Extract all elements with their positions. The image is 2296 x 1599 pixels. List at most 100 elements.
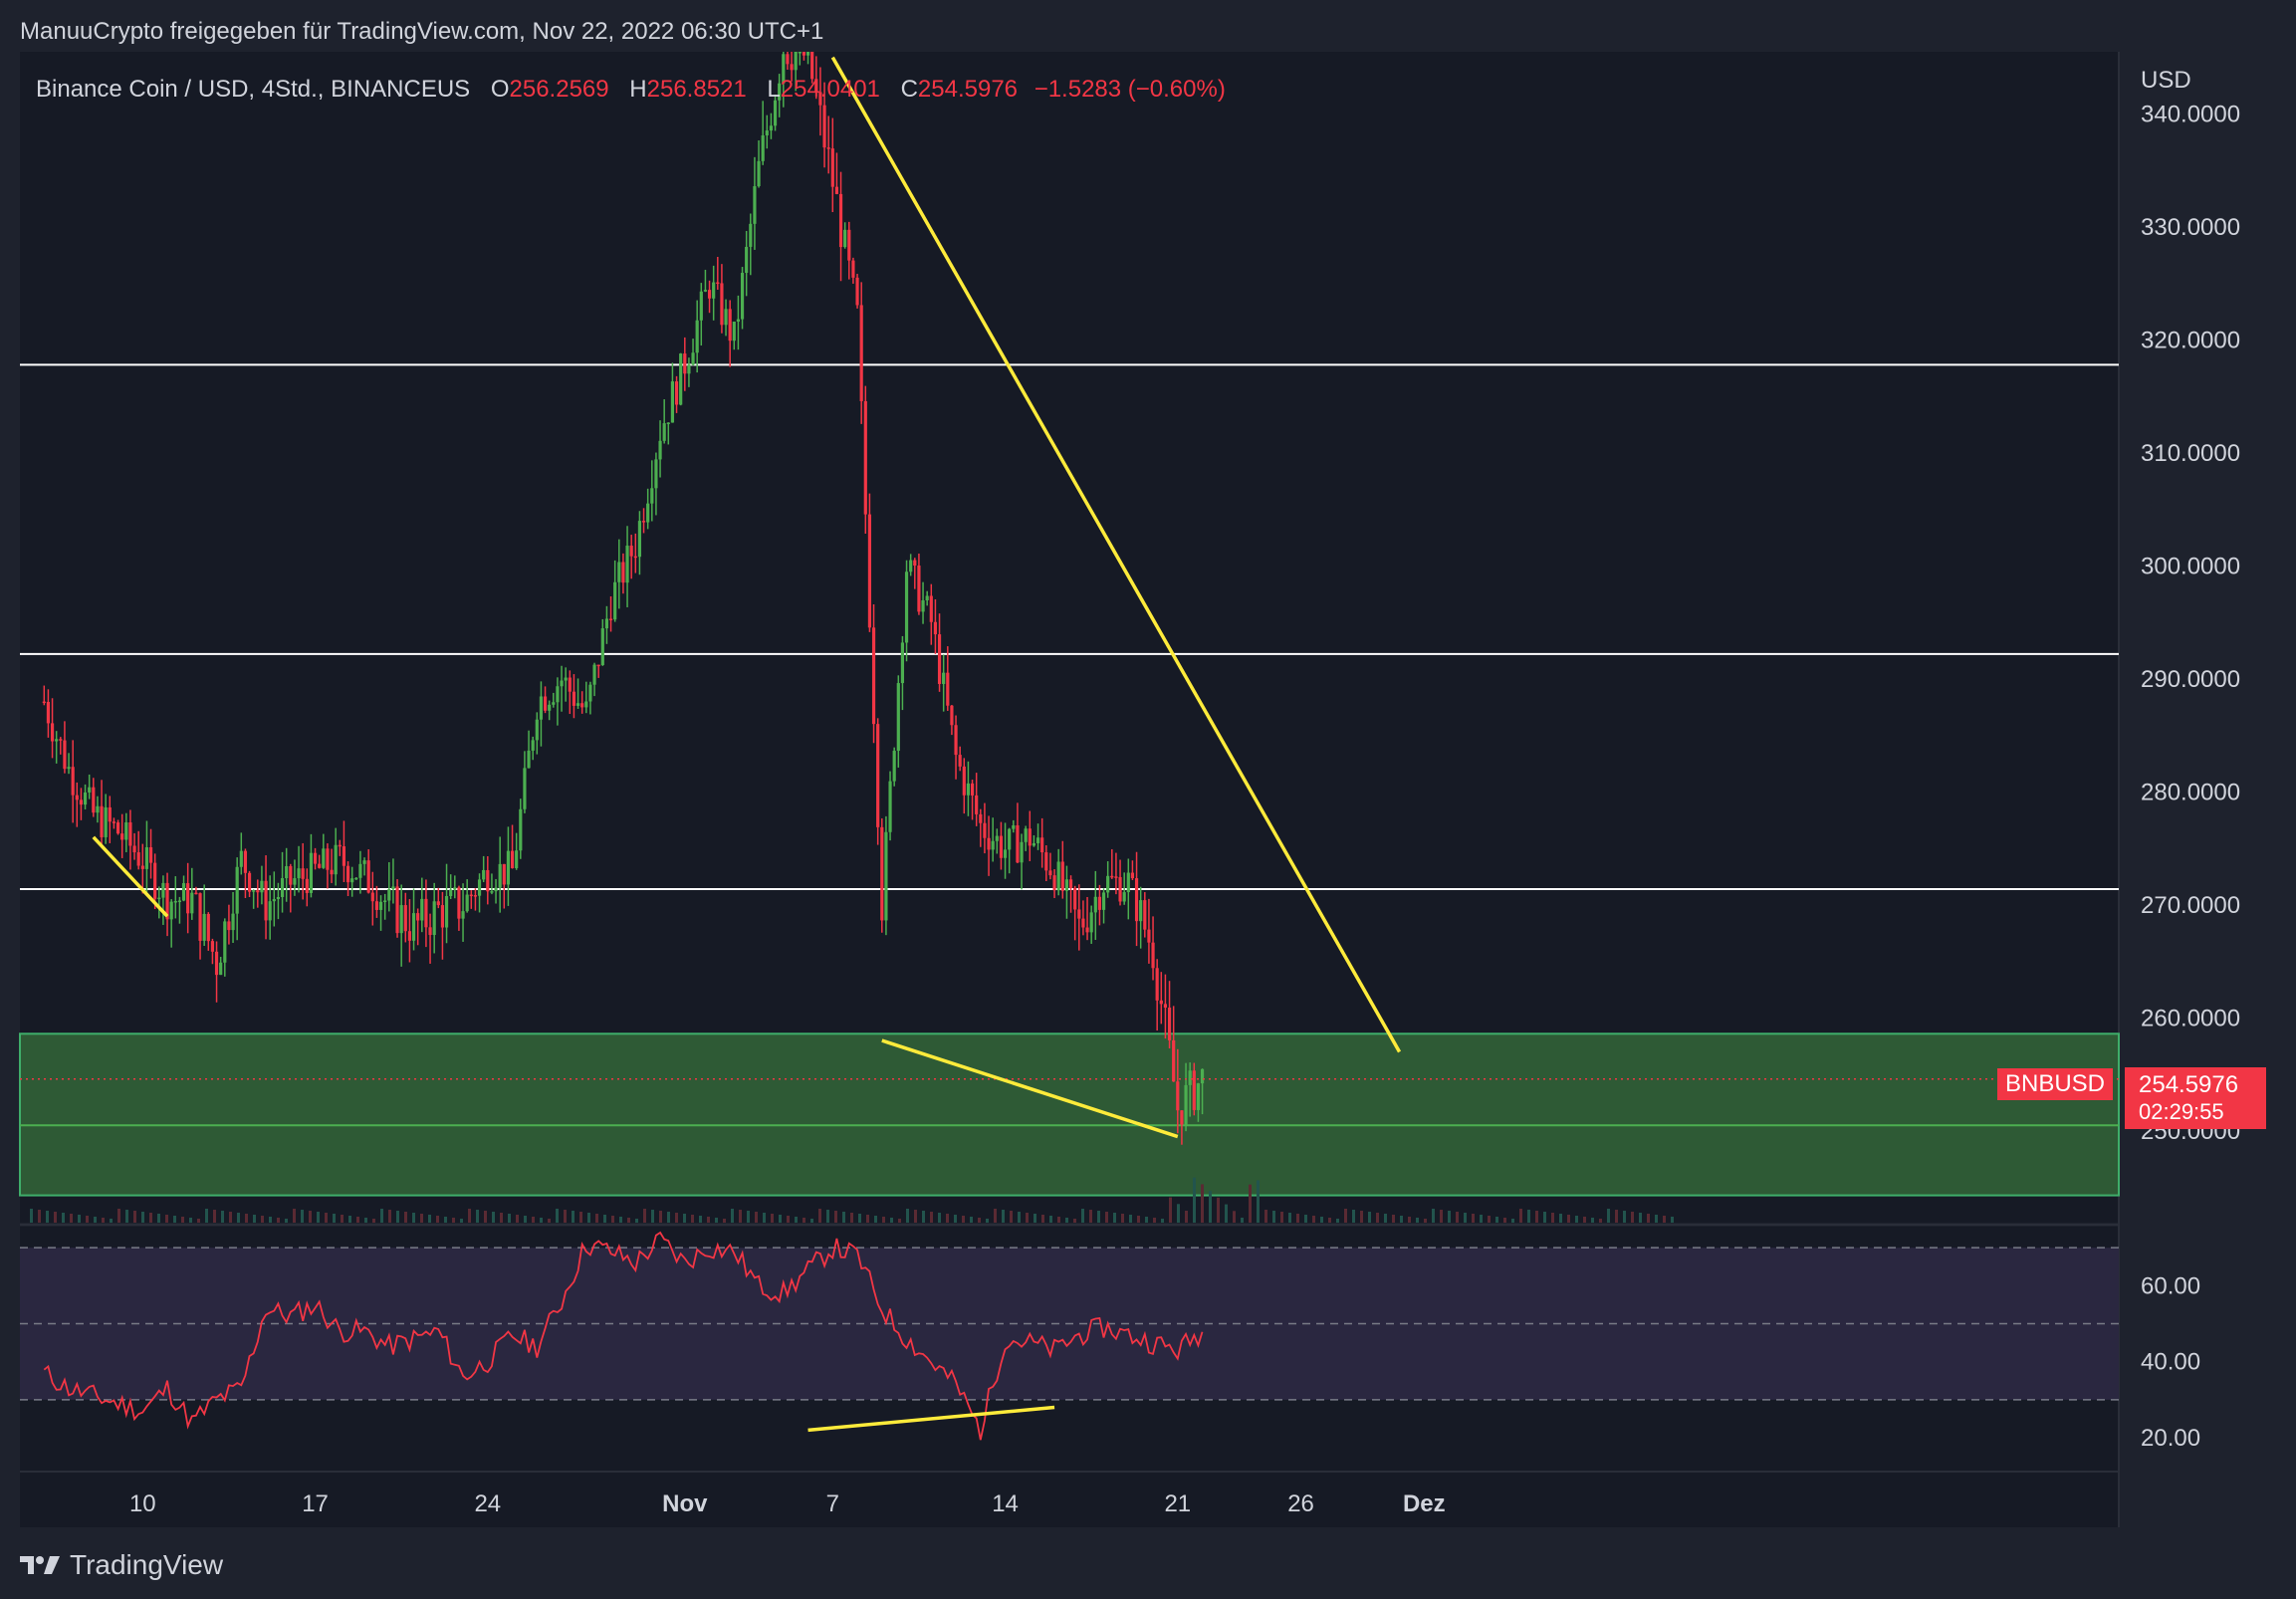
candle-body [181, 883, 186, 901]
candle-body [925, 595, 929, 601]
candle [604, 605, 609, 644]
candle [235, 857, 239, 941]
candle-body [646, 503, 650, 523]
candle-body [1147, 929, 1151, 943]
candle-body [695, 320, 699, 353]
candle-body [482, 869, 486, 880]
candle-body [494, 887, 498, 892]
candle [691, 339, 695, 366]
candle [1118, 859, 1122, 906]
candle [909, 554, 913, 576]
tradingview-brand[interactable]: TradingView [20, 1547, 223, 1583]
candle [896, 675, 900, 768]
candle-body [338, 844, 342, 847]
candle [543, 686, 548, 714]
candle [1180, 1110, 1184, 1145]
volume-bar [468, 1209, 471, 1223]
candle [1130, 860, 1135, 880]
candle [227, 904, 231, 945]
volume-bar [1432, 1209, 1435, 1223]
candle [399, 884, 403, 967]
candle-body [942, 672, 946, 684]
candle-body [1089, 912, 1093, 933]
price-tick-label: 320.0000 [2141, 327, 2240, 353]
candle-body [1101, 892, 1106, 910]
volume-bar [914, 1210, 917, 1223]
candle [486, 856, 490, 905]
candle [732, 321, 736, 350]
candle [900, 635, 905, 711]
candle-body [378, 901, 383, 910]
candle [822, 82, 826, 168]
volume-bar [420, 1214, 423, 1223]
candle [773, 94, 778, 131]
candle [556, 677, 560, 726]
volume-bar [197, 1219, 200, 1223]
candle-body [477, 879, 482, 896]
candle-body [782, 54, 786, 84]
candle [1147, 898, 1151, 964]
volume-bar [428, 1215, 431, 1223]
candle [666, 422, 670, 445]
candle [494, 878, 498, 904]
candle [403, 892, 407, 943]
candle-body [892, 751, 896, 782]
candle [838, 171, 843, 282]
candle-body [354, 877, 358, 880]
candle-body [461, 911, 465, 919]
volume-bar [1161, 1219, 1164, 1223]
candle [136, 830, 140, 870]
candle [724, 299, 728, 337]
candle-body [991, 840, 995, 850]
volume-bar [1137, 1216, 1140, 1223]
candle-body [765, 130, 769, 135]
candle-body [383, 900, 387, 902]
candle [264, 855, 268, 940]
high-label: H [629, 76, 647, 103]
price-tick-label: 330.0000 [2141, 214, 2240, 241]
volume-bar [30, 1209, 33, 1223]
candle [202, 884, 206, 947]
candle-body [345, 865, 350, 883]
candle-body [716, 282, 720, 285]
candle [370, 871, 374, 926]
volume-bar [1368, 1212, 1371, 1223]
volume-bar [492, 1212, 495, 1223]
candle-body [650, 488, 654, 504]
candle [687, 357, 691, 387]
candle [523, 751, 527, 813]
candle-body [617, 562, 621, 582]
time-tick-label: 14 [992, 1490, 1019, 1517]
volume-bar [1503, 1218, 1506, 1223]
volume-bar [1360, 1211, 1363, 1223]
publisher-bar: ManuuCrypto freigegeben für TradingView.… [0, 0, 2296, 52]
candle-body [937, 634, 942, 684]
candle [510, 824, 515, 869]
candle [1093, 870, 1097, 941]
volume-bar [818, 1209, 821, 1223]
candle-body [814, 79, 818, 93]
candle-body [970, 783, 975, 796]
symbol-title[interactable]: Binance Coin / USD, 4Std., BINANCEUS [36, 76, 471, 103]
candle [847, 221, 851, 280]
candle-body [753, 186, 757, 224]
volume-bar [1185, 1211, 1188, 1223]
volume-bar [667, 1212, 670, 1223]
candle-body [543, 696, 548, 711]
candle-body [1172, 1039, 1176, 1082]
volume-bar [1193, 1177, 1196, 1223]
volume-bar [1018, 1212, 1021, 1223]
volume-bar [1336, 1219, 1339, 1223]
candle-body [83, 792, 88, 805]
candle-body [732, 322, 736, 342]
candle [88, 774, 92, 800]
volume-bar [683, 1214, 686, 1223]
candle [790, 52, 794, 82]
volume-bar [1201, 1184, 1204, 1223]
candle-body [604, 618, 609, 629]
candle [580, 691, 584, 714]
candle [1122, 872, 1126, 905]
candle-body [847, 229, 851, 261]
candle [506, 826, 511, 906]
